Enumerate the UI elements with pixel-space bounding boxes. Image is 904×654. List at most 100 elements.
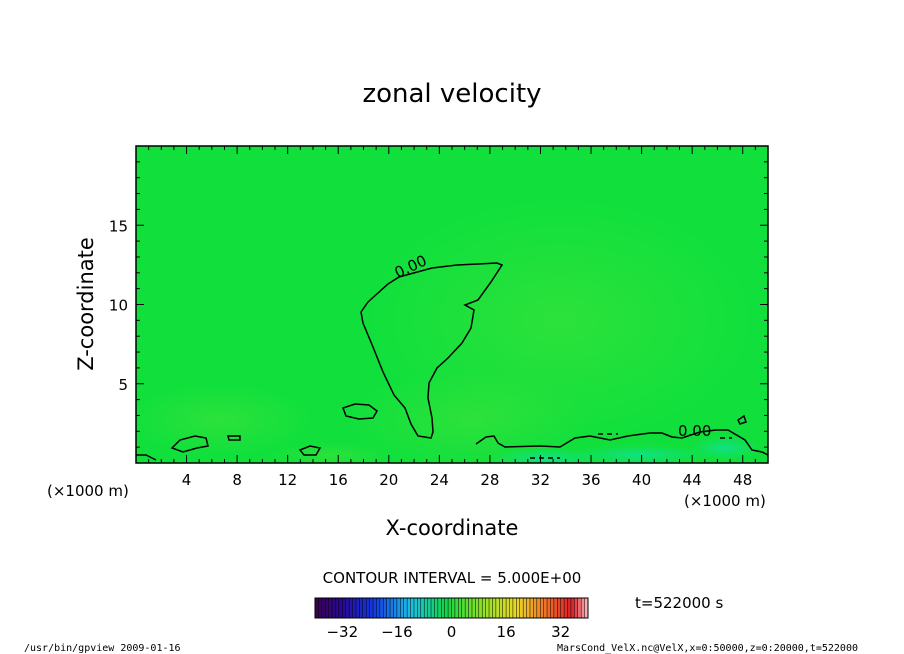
colorbar-tick-label: 16 [497,623,516,641]
colorbar-swatch [523,598,527,618]
colorbar-swatches [314,598,589,618]
colorbar-swatch [448,598,452,618]
colorbar-swatch [543,598,548,618]
x-tick-label: 40 [632,471,651,489]
colorbar-swatch [547,598,551,618]
colorbar-swatch [465,598,469,618]
colorbar-tick-label: −16 [381,623,413,641]
colorbar-tick-label: 0 [447,623,457,641]
contour-small-blob [342,403,378,420]
colorbar-swatch [475,598,480,618]
colorbar-swatch [584,598,589,618]
colorbar-swatch [417,598,422,618]
colorbar-swatch [512,598,517,618]
y-tick-label: 10 [109,297,128,315]
contour-bottom-right [475,429,768,456]
colorbar-swatch [485,598,490,618]
contour-dashed [530,433,732,459]
contour-bottom-mid [298,445,322,456]
footer-right: MarsCond_VelX.nc@VelX,x=0:50000,z=0:2000… [557,643,858,654]
x-tick-label: 24 [430,471,449,489]
colorbar-swatch [577,598,582,618]
colorbar-swatch [420,598,425,618]
colorbar-tick-label: −32 [326,623,358,641]
colorbar-swatch [335,598,340,618]
colorbar-swatch [366,598,370,618]
colorbar-swatch [318,598,323,618]
colorbar-swatch [373,598,377,618]
x-tick-label: 28 [480,471,499,489]
contour-lines [136,262,768,461]
colorbar-swatch [362,598,367,618]
colorbar-swatch [427,598,432,618]
y-tick-labels: 5 10 15 [109,217,128,394]
x-tick-label: 16 [329,471,348,489]
colorbar-swatch [499,598,503,618]
colorbar-swatch [529,598,534,618]
colorbar-swatch [444,598,449,618]
colorbar-swatch [468,598,473,618]
colorbar-swatch [437,598,442,618]
colorbar-swatch [461,598,466,618]
colorbar-swatch [516,598,521,618]
field-shading [136,200,760,463]
contour-bottom-left [170,435,209,453]
colorbar-swatch [325,598,329,618]
colorbar-swatch [560,598,565,618]
colorbar-swatch [369,598,374,618]
colorbar-swatch [574,598,579,618]
x-tick-label: 4 [182,471,192,489]
colorbar-swatch [509,598,514,618]
x-tick-label: 8 [232,471,242,489]
x-axis-label: X-coordinate [386,516,519,540]
plot-area: 0.00 0.00 [135,145,769,464]
colorbar-swatch [396,598,401,618]
colorbar-swatch [345,598,350,618]
y-tick-marks [136,161,768,448]
contour-bottom-left2 [227,435,241,441]
x-tick-label: 48 [733,471,752,489]
x-unit-left: (×1000 m) [47,482,129,500]
footer-left: /usr/bin/gpview 2009-01-16 [24,643,181,654]
colorbar-swatch [550,598,555,618]
colorbar: −32 −16 0 16 32 [314,597,589,641]
x-tick-label: 44 [683,471,702,489]
colorbar-swatch [492,598,497,618]
contour-label: 0.00 [678,422,711,440]
colorbar-swatch [454,598,459,618]
colorbar-swatch [355,598,360,618]
colorbar-swatch [379,598,384,618]
colorbar-swatch [328,598,333,618]
colorbar-swatch [434,598,439,618]
contour-zero-main [360,262,504,439]
colorbar-swatch [458,598,463,618]
contour-edge-left [136,454,157,461]
x-tick-label: 20 [379,471,398,489]
x-tick-marks [148,146,756,463]
colorbar-swatch [564,598,568,618]
colorbar-swatch [502,598,507,618]
colorbar-swatch [376,598,381,618]
colorbar-swatch [407,598,411,618]
colorbar-swatch [482,598,486,618]
colorbar-swatch [315,598,319,618]
colorbar-frame [314,597,589,619]
colorbar-swatch [526,598,531,618]
colorbar-swatch [390,598,394,618]
x-tick-label: 36 [581,471,600,489]
colorbar-swatch [506,598,510,618]
colorbar-swatch [338,598,343,618]
colorbar-swatch [533,598,538,618]
y-axis-label: Z-coordinate [74,237,98,371]
colorbar-swatch [536,598,541,618]
x-unit-right: (×1000 m) [684,492,766,510]
colorbar-swatch [489,598,493,618]
colorbar-swatch [441,598,445,618]
colorbar-swatch [393,598,398,618]
colorbar-swatch [557,598,561,618]
colorbar-swatch [581,598,585,618]
colorbar-swatch [383,598,387,618]
contour-right-dot [737,414,747,425]
colorbar-swatch [495,598,500,618]
